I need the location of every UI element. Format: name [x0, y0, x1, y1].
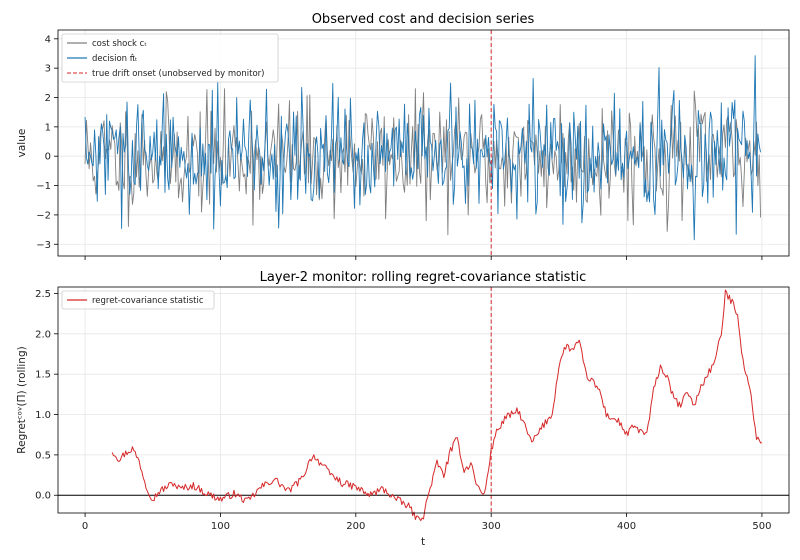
panel-2-ticks: 0 100 200 300 400 500 0.0 0.5 1.0 1.5 2.0 2.5 — [35, 289, 771, 532]
panel-2-title: Layer-2 monitor: rolling regret-covarian… — [260, 270, 587, 285]
series-line — [84, 55, 762, 241]
y-tick-label: −3 — [36, 240, 51, 251]
series-line — [84, 88, 762, 236]
legend-label-statistic: regret-covariance statistic — [92, 296, 204, 306]
panel-1-frame — [57, 29, 790, 257]
y-tick-label: 0 — [45, 152, 51, 163]
y-tick-label: 2.5 — [35, 289, 51, 300]
legend-box — [61, 33, 279, 83]
y-tick-label: 2 — [45, 93, 51, 104]
y-tick-label: 0.0 — [35, 491, 51, 502]
x-tick-label: 100 — [211, 521, 230, 532]
y-tick-label: 3 — [45, 64, 51, 75]
panel-1-ylabel: value — [16, 129, 28, 158]
y-tick-label: 2.0 — [35, 329, 51, 340]
series-line — [111, 289, 762, 522]
y-tick-label: 4 — [45, 34, 51, 45]
panel-1-ticks: −3 −2 −1 0 1 2 3 4 — [36, 34, 763, 260]
panel-observed-series: Observed cost and decision series −3 −2 −1… — [16, 12, 790, 260]
panel-2-series — [111, 289, 762, 522]
panel-1-legend: cost shock cₜ decision π̂ₜ true drift on… — [61, 33, 279, 83]
x-tick-label: 300 — [482, 521, 501, 532]
y-tick-label: 1.0 — [35, 410, 51, 421]
panel-2-annotations — [58, 287, 789, 513]
legend-box — [61, 290, 215, 310]
y-tick-label: −1 — [36, 181, 51, 192]
x-tick-label: 500 — [752, 521, 771, 532]
panel-2-legend: regret-covariance statistic — [61, 290, 215, 310]
panel-1-title: Observed cost and decision series — [312, 12, 535, 27]
x-tick-label: 400 — [617, 521, 636, 532]
y-tick-label: 1 — [45, 122, 51, 133]
panel-1-series — [84, 55, 762, 241]
y-tick-label: −2 — [36, 210, 51, 221]
x-tick-label: 0 — [82, 521, 88, 532]
panel-2-frame — [57, 286, 790, 514]
y-tick-label: 0.5 — [35, 450, 51, 461]
legend-label-cost: cost shock cₜ — [92, 39, 147, 49]
legend-label-drift: true drift onset (unobserved by monitor) — [92, 69, 264, 79]
panel-2-xlabel: t — [421, 536, 425, 548]
panel-2-ylabel: Regretᶜᵒᵛ(Π) (rolling) — [16, 346, 28, 453]
panel-monitor-statistic: Layer-2 monitor: rolling regret-covarian… — [16, 270, 790, 548]
x-tick-label: 200 — [346, 521, 365, 532]
y-tick-label: 1.5 — [35, 370, 51, 381]
legend-label-decision: decision π̂ₜ — [92, 53, 137, 64]
